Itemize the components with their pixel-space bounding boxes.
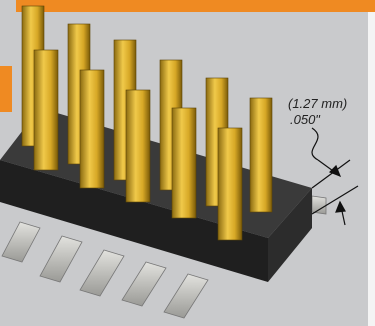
dimension-metric: (1.27 mm)	[288, 96, 347, 111]
dimension-imperial: .050"	[290, 112, 321, 127]
dimension-lines	[311, 127, 359, 226]
orange-band	[16, 0, 375, 12]
orange-tab	[0, 66, 12, 112]
pins	[21, 5, 273, 241]
edge	[368, 12, 375, 326]
leads	[1, 195, 327, 319]
